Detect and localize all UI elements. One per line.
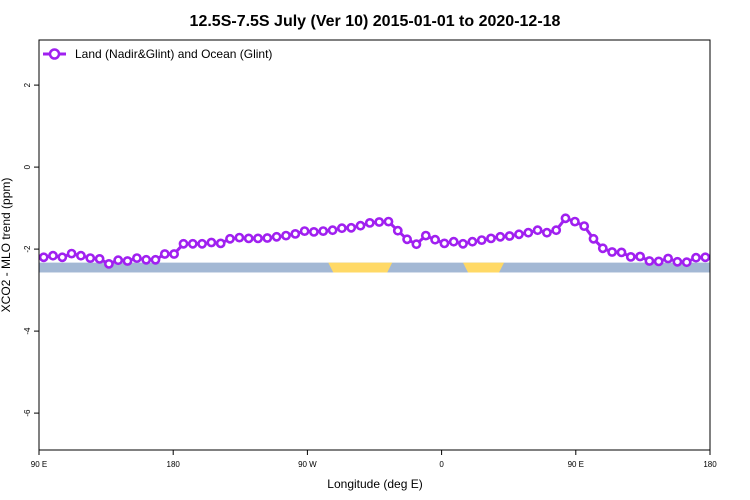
data-point-70 <box>691 252 701 263</box>
data-point-48 <box>486 233 496 244</box>
data-point-15 <box>178 238 189 249</box>
data-point-3 <box>66 248 77 259</box>
data-point-51 <box>514 229 524 240</box>
data-point-66 <box>653 256 664 267</box>
data-point-18 <box>206 237 217 248</box>
data-point-62 <box>616 247 627 258</box>
data-point-24 <box>262 233 273 243</box>
data-point-25 <box>271 231 282 242</box>
data-point-59 <box>588 233 599 244</box>
data-point-36 <box>374 217 385 227</box>
data-point-33 <box>346 222 357 233</box>
data-point-45 <box>458 238 468 249</box>
data-point-49 <box>495 231 506 242</box>
legend-marker-swatch <box>48 48 61 60</box>
x-axis-label: Longitude (deg E) <box>327 477 422 491</box>
data-point-22 <box>243 233 254 244</box>
data-point-57 <box>570 216 580 227</box>
data-point-47 <box>476 235 487 245</box>
legend-label: Land (Nadir&Glint) and Ocean (Glint) <box>75 47 272 61</box>
data-point-21 <box>234 232 245 243</box>
data-point-42 <box>430 234 440 245</box>
data-point-35 <box>364 217 375 228</box>
data-point-30 <box>318 226 329 236</box>
data-point-71 <box>700 252 711 263</box>
data-point-0 <box>38 252 49 263</box>
chart-title: 12.5S-7.5S July (Ver 10) 2015-01-01 to 2… <box>190 13 561 30</box>
data-point-56 <box>560 213 571 224</box>
data-point-4 <box>76 250 86 261</box>
data-point-58 <box>579 221 590 231</box>
data-point-5 <box>85 253 96 263</box>
y-axis-label: XCO2 - MLO trend (ppm) <box>0 178 13 313</box>
data-point-23 <box>253 233 263 244</box>
data-point-43 <box>439 238 450 249</box>
x-tick-label-2: 90 W <box>298 460 317 469</box>
data-point-38 <box>392 225 403 236</box>
data-point-69 <box>681 257 692 268</box>
data-point-9 <box>122 256 133 266</box>
data-point-40 <box>411 239 422 250</box>
data-point-39 <box>402 234 412 245</box>
data-point-61 <box>607 247 617 257</box>
data-point-16 <box>187 238 198 249</box>
y-tick-label-1: 0 <box>23 164 32 169</box>
data-point-52 <box>523 227 534 238</box>
data-point-27 <box>290 228 301 239</box>
data-point-17 <box>197 238 207 249</box>
y-tick-label-2: -2 <box>23 245 32 253</box>
data-point-63 <box>625 251 636 262</box>
plot-frame <box>38 39 711 451</box>
data-point-1 <box>48 250 58 261</box>
data-point-2 <box>57 252 68 263</box>
data-point-53 <box>532 225 543 236</box>
data-point-46 <box>467 236 478 247</box>
data-point-13 <box>159 249 170 259</box>
y-tick-label-4: -6 <box>23 409 32 417</box>
data-point-14 <box>169 249 179 259</box>
data-point-34 <box>355 220 366 231</box>
x-axis: 90 E 180 90 W 0 90 E 180 <box>31 450 717 469</box>
data-point-68 <box>672 256 683 267</box>
data-point-26 <box>281 230 291 241</box>
data-point-8 <box>113 255 124 266</box>
data-point-41 <box>420 230 431 241</box>
data-point-37 <box>383 216 394 227</box>
data-point-10 <box>131 253 142 263</box>
data-point-6 <box>94 253 105 264</box>
data-point-29 <box>308 226 319 237</box>
legend: Land (Nadir&Glint) and Ocean (Glint) <box>43 47 272 61</box>
data-point-67 <box>663 253 673 264</box>
data-point-32 <box>336 223 347 234</box>
land-segment-1 <box>463 262 505 273</box>
land-ocean-mask <box>39 262 710 273</box>
y-tick-label-3: -4 <box>23 327 32 335</box>
data-point-20 <box>225 233 235 244</box>
y-axis: 2 0 -2 -4 -6 <box>23 82 39 417</box>
x-tick-label-3: 0 <box>439 460 444 469</box>
x-tick-label-1: 180 <box>167 460 181 469</box>
data-point-65 <box>644 256 655 266</box>
y-tick-label-0: 2 <box>23 82 32 87</box>
data-point-28 <box>299 226 310 236</box>
data-point-64 <box>635 251 645 262</box>
data-point-12 <box>150 254 161 265</box>
x-tick-label-5: 180 <box>703 460 717 469</box>
data-point-60 <box>597 243 608 254</box>
data-point-19 <box>215 238 226 249</box>
data-point-31 <box>327 225 338 236</box>
data-point-44 <box>448 236 459 247</box>
data-point-54 <box>542 227 552 238</box>
data-point-11 <box>141 254 152 265</box>
data-point-55 <box>551 225 562 236</box>
data-point-7 <box>104 258 114 269</box>
series-points <box>38 213 711 269</box>
data-point-50 <box>504 231 515 241</box>
land-segment-0 <box>328 262 393 273</box>
x-tick-label-4: 90 E <box>568 460 584 469</box>
x-tick-label-0: 90 E <box>31 460 47 469</box>
